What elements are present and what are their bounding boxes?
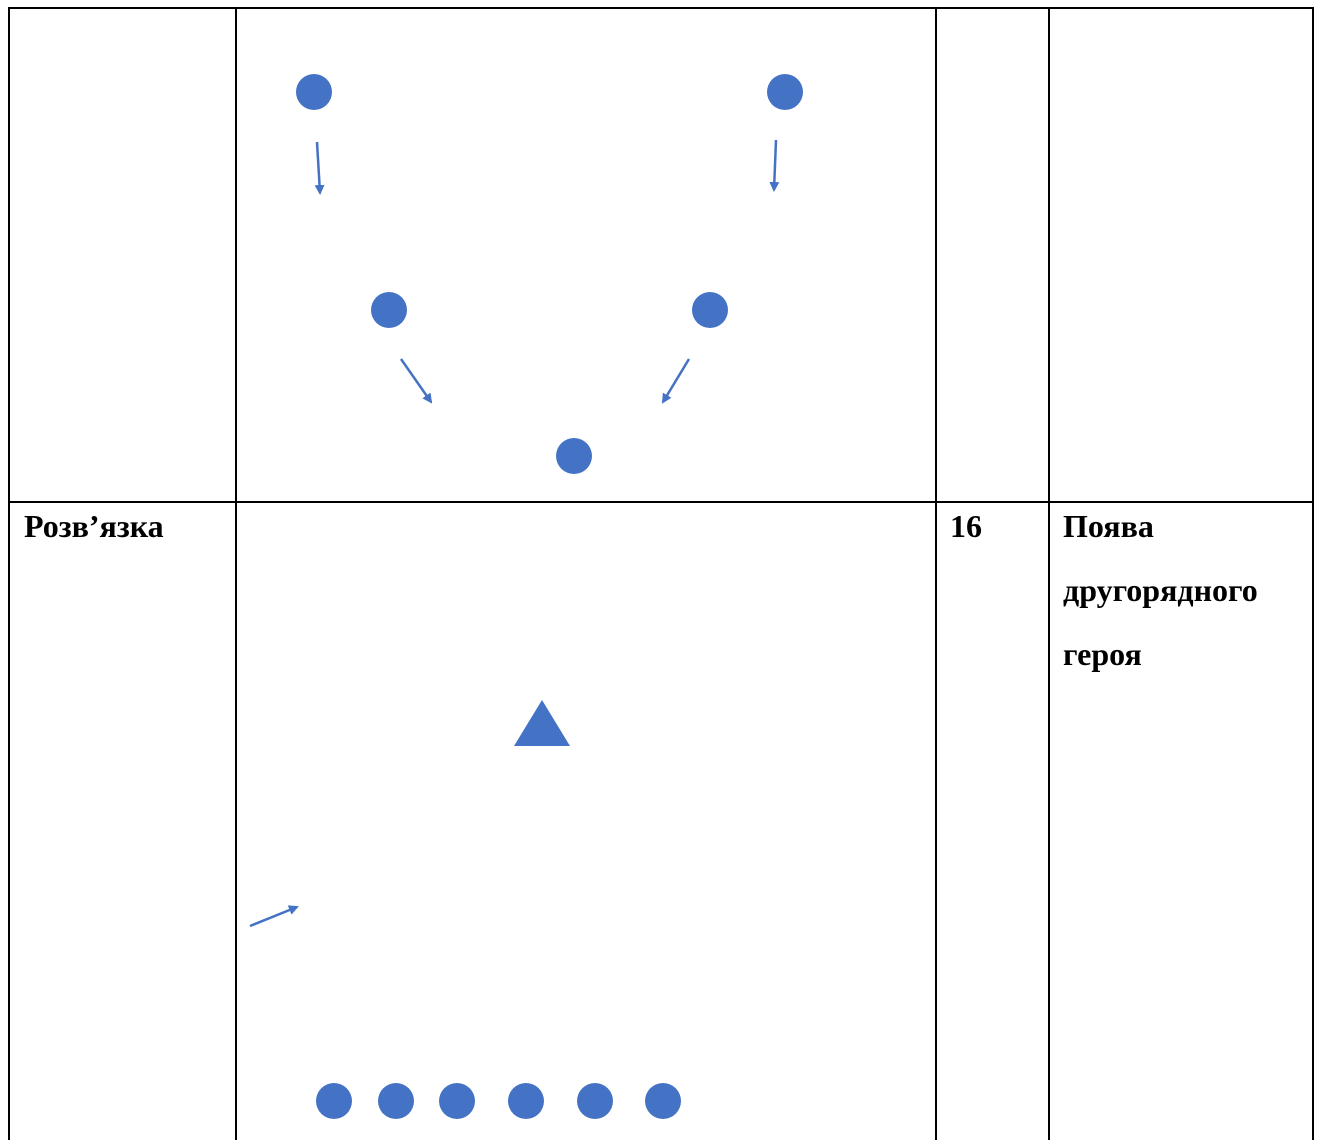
arrow-down-right-icon xyxy=(399,358,433,404)
table-top-border xyxy=(8,7,1314,9)
performer-circle xyxy=(577,1083,613,1119)
performer-circle xyxy=(378,1083,414,1119)
arrow-up-right-icon xyxy=(249,905,299,928)
scene-number: 16 xyxy=(950,508,982,544)
performer-circle xyxy=(645,1083,681,1119)
performer-circle xyxy=(508,1083,544,1119)
performer-circle xyxy=(556,438,592,474)
table-left-border xyxy=(8,7,10,1140)
description-line: Поява xyxy=(1063,508,1154,544)
lead-figure-triangle xyxy=(514,700,570,746)
performer-circle xyxy=(692,292,728,328)
table-right-border xyxy=(1312,7,1314,1140)
description-line: героя xyxy=(1063,636,1142,672)
column-divider-1 xyxy=(235,7,237,1140)
column-divider-2 xyxy=(935,7,937,1140)
column-divider-3 xyxy=(1048,7,1050,1140)
performer-circle xyxy=(439,1083,475,1119)
arrow-down-left-icon xyxy=(661,358,691,404)
performer-circle xyxy=(371,292,407,328)
performer-circle xyxy=(767,74,803,110)
performer-circle xyxy=(316,1083,352,1119)
description-line: другорядного xyxy=(1063,572,1258,608)
row-divider xyxy=(8,501,1314,503)
stage-label: Розв’язка xyxy=(24,508,164,544)
arrow-down-icon xyxy=(314,141,325,195)
arrow-down-icon xyxy=(769,139,780,192)
performer-circle xyxy=(296,74,332,110)
